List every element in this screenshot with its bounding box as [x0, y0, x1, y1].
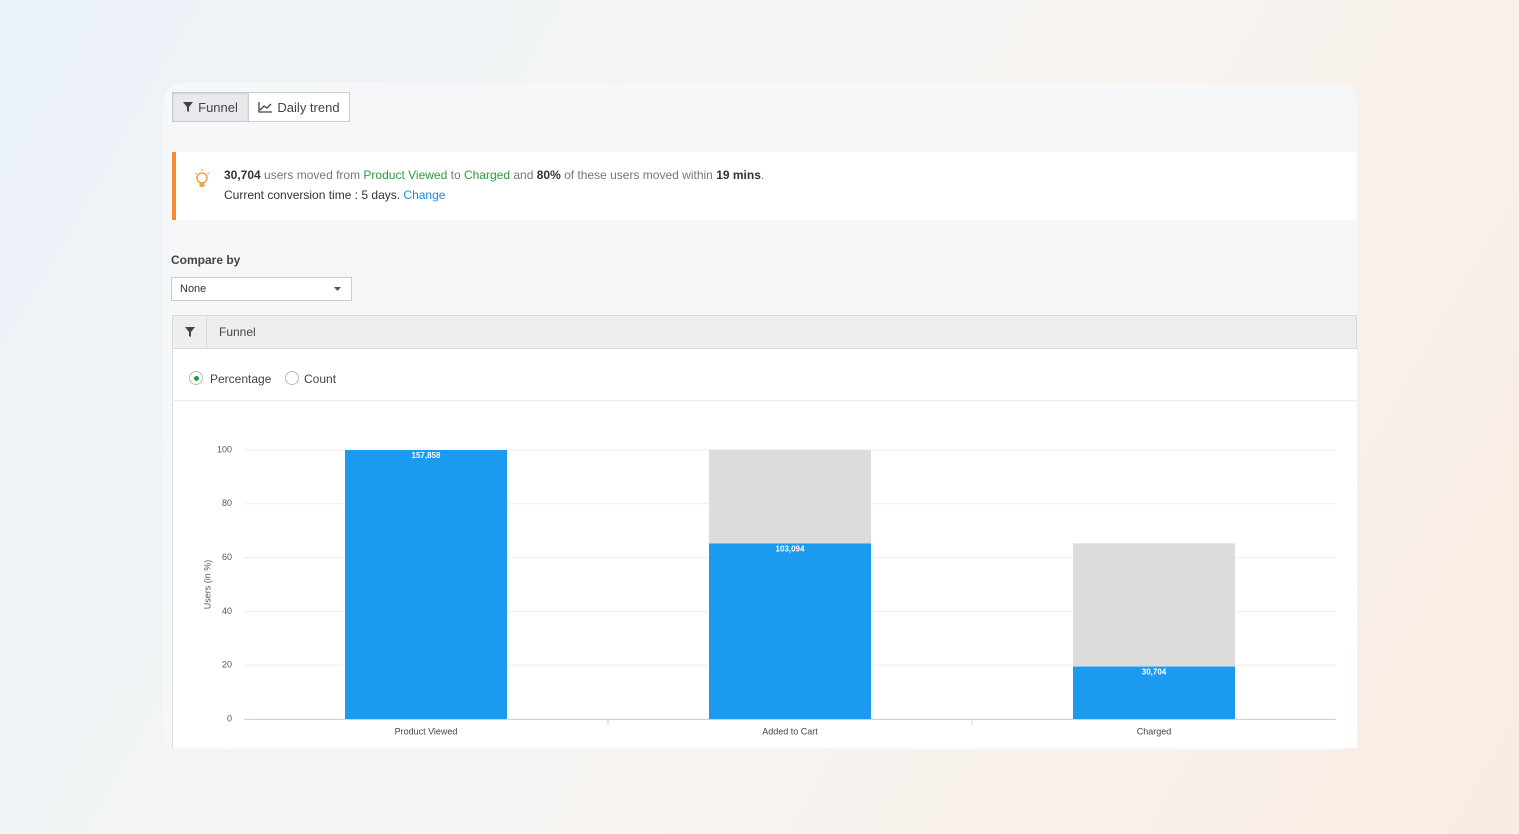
bar-segment [709, 543, 871, 719]
funnel-icon [183, 102, 194, 112]
y-tick-label: 20 [222, 660, 232, 670]
divider [206, 316, 207, 348]
y-tick-label: 40 [222, 606, 232, 616]
view-options: Percentage Count [172, 349, 1357, 401]
conversion-line: Current conversion time : 5 days. Change [224, 188, 445, 202]
x-tick-label: Charged [1137, 726, 1172, 736]
y-tick-label: 80 [222, 498, 232, 508]
text: and [513, 168, 534, 182]
change-link[interactable]: Change [403, 188, 446, 202]
insight-line: 30,704 users moved from Product Viewed t… [224, 168, 764, 182]
panel-title: Funnel [219, 325, 256, 339]
text: to [450, 168, 461, 182]
percentage: 80% [536, 168, 561, 182]
text: of these users moved within [564, 168, 713, 182]
funnel-icon [185, 327, 195, 337]
bar-segment [709, 450, 871, 544]
value-label: 103,094 [776, 544, 805, 553]
funnel-tab[interactable]: Funnel [172, 92, 249, 122]
radio-selected[interactable] [189, 371, 203, 385]
compare-select[interactable]: None [171, 277, 352, 301]
bar-segment [1073, 666, 1235, 719]
value-label: 157,858 [412, 451, 441, 460]
daily-trend-tab[interactable]: Daily trend [248, 92, 350, 122]
count: 30,704 [224, 168, 261, 182]
tab-label: Funnel [198, 99, 238, 115]
y-tick-label: 100 [217, 444, 232, 454]
caret [334, 287, 341, 291]
funnel-chart: 0 20 40 60 80 100 Users (in %) Product Viewed 15… [172, 402, 1357, 748]
time: 19 mins [716, 168, 761, 182]
radio-label: Percentage [210, 372, 272, 386]
y-axis-label: Users (in %) [202, 560, 212, 610]
y-tick-label: 0 [227, 713, 232, 723]
y-tick-label: 60 [222, 552, 232, 562]
compare-label: Compare by [171, 253, 241, 267]
insight-box: 30,704 users moved from Product Viewed t… [172, 152, 1357, 220]
bulb-icon [194, 169, 210, 187]
step-from: Product Viewed [363, 168, 448, 182]
x-tick-label: Product Viewed [395, 726, 458, 736]
select-value: None [180, 283, 207, 295]
text: . [760, 168, 765, 182]
panel-header: Funnel [172, 315, 1357, 349]
tab-label: Daily trend [277, 99, 340, 115]
trend-icon [258, 101, 273, 113]
bar-segment [1073, 543, 1235, 667]
text: users moved from [264, 168, 361, 182]
x-tick-label: Added to Cart [762, 726, 818, 736]
value-label: 30,704 [1142, 668, 1167, 677]
radio-label: Count [304, 372, 337, 386]
conversion-time: Current conversion time : 5 days. [224, 188, 401, 202]
radio[interactable] [285, 371, 299, 385]
bar-segment [345, 450, 507, 719]
step-to: Charged [463, 168, 510, 182]
